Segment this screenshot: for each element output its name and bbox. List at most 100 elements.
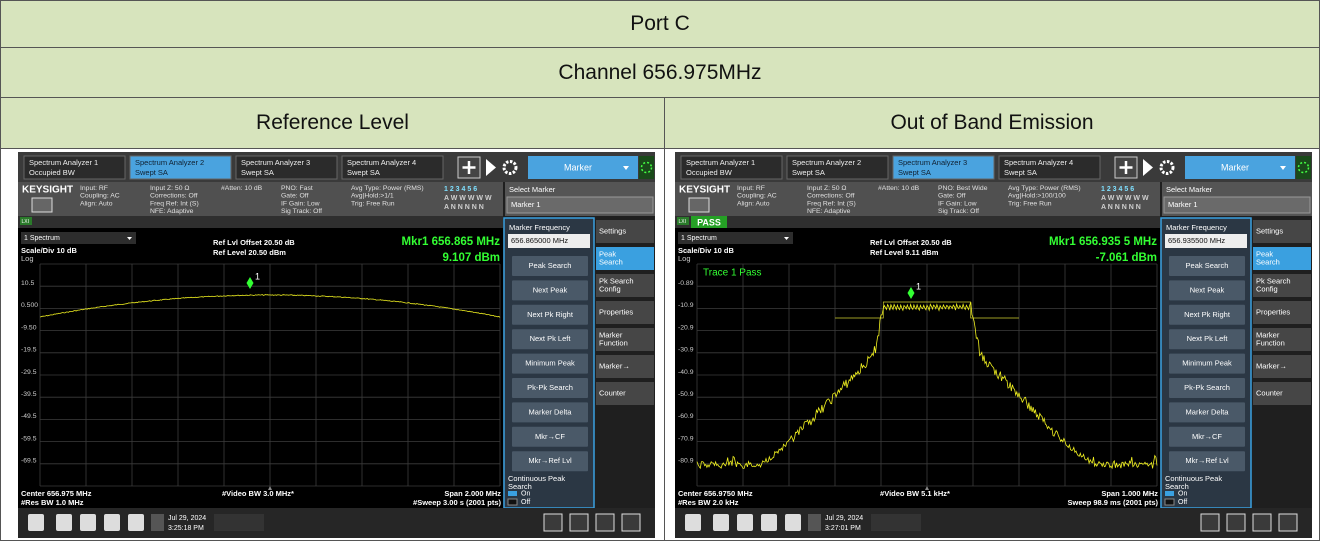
- help-icon: [785, 514, 801, 531]
- softkey-label: Mkr→Ref Lvl: [528, 456, 572, 465]
- panel-title: Marker Frequency: [509, 223, 570, 232]
- taskbar-date: Jul 29, 2024: [825, 515, 863, 522]
- toggle-off: [508, 499, 517, 505]
- footer-center: Center 656.9750 MHz: [678, 489, 753, 498]
- status-text: PNO: Best Wide: [938, 185, 988, 192]
- taskbar-icon: [737, 514, 753, 531]
- y-axis-label: -70.9: [678, 435, 694, 442]
- status-text: Input Z: 50 Ω: [807, 185, 846, 192]
- tab-mode: Swept SA: [898, 168, 931, 177]
- status-text: Gate: Off: [281, 193, 309, 200]
- tab-mode: Swept SA: [241, 168, 274, 177]
- trace-indicator: 1 2 3 4 5 6: [1101, 186, 1134, 193]
- tab-name: Spectrum Analyzer 3: [241, 158, 310, 167]
- side-tab-label: Function: [1256, 338, 1285, 347]
- clock-icon: [808, 514, 821, 531]
- status-text: Freq Ref: Int (S): [807, 200, 856, 207]
- window-label: 1 Spectrum: [24, 235, 60, 242]
- softkey-label: Peak Search: [529, 261, 572, 270]
- y-axis-label: -40.9: [678, 369, 694, 376]
- menu-label: Marker: [564, 162, 592, 172]
- status-text: Corrections: Off: [807, 193, 855, 200]
- screenshots: Spectrum Analyzer 1Occupied BWSpectrum A…: [0, 0, 1320, 541]
- y-axis-label: -49.5: [21, 413, 37, 420]
- side-tab-label: Search: [599, 257, 623, 266]
- panel-value: 656.865000 MHz: [511, 236, 568, 245]
- footer-center: Center 656.975 MHz: [21, 489, 92, 498]
- status-text: IF Gain: Low: [281, 200, 320, 207]
- status-icon: [1296, 156, 1311, 179]
- status-text: Avg|Hold:>1/1: [351, 193, 394, 200]
- status-text: Trig: Free Run: [351, 200, 395, 207]
- status-text: Freq Ref: Int (S): [150, 200, 199, 207]
- side-tab-label: Properties: [599, 307, 633, 316]
- ref-offset: Ref Lvl Offset 20.50 dB: [870, 238, 952, 247]
- status-text: #Atten: 10 dB: [878, 185, 920, 192]
- footer-vbw: #Video BW 3.0 MHz*: [222, 489, 294, 498]
- log-label: Log: [678, 254, 691, 263]
- status-text: NFE: Adaptive: [150, 208, 194, 215]
- softkey-label: Peak Search: [1186, 261, 1229, 270]
- tab-mode: Swept SA: [347, 168, 380, 177]
- side-tab-label: Config: [1256, 284, 1278, 293]
- tab-mode: Swept SA: [135, 168, 168, 177]
- y-axis-label: -10.9: [678, 302, 694, 309]
- footer-sweep: Sweep 98.9 ms (2001 pts): [1068, 498, 1159, 507]
- keyboard-field: [871, 514, 921, 531]
- local-icon: [689, 198, 709, 212]
- status-text: Sig Track: Off: [938, 208, 979, 215]
- y-axis-label: -50.9: [678, 391, 694, 398]
- marker-select-value: Marker 1: [511, 200, 541, 209]
- toggle-off-label: Off: [1178, 499, 1187, 506]
- taskbar-icon: [713, 514, 729, 531]
- softkey-label: Next Pk Left: [530, 334, 572, 343]
- softkey-label: Next Pk Right: [1184, 310, 1231, 319]
- tray-icon: [1253, 514, 1271, 531]
- toggle-on-label: On: [1178, 490, 1187, 497]
- footer-rbw: #Res BW 2.0 kHz: [678, 498, 739, 507]
- trace-indicator: A N N N N N: [1101, 204, 1141, 211]
- taskbar-icon: [104, 514, 120, 531]
- graph-area: [18, 228, 503, 508]
- tray-icon: [570, 514, 588, 531]
- softkey-label: Next Peak: [1190, 285, 1225, 294]
- footer-span: Span 1.000 MHz: [1101, 489, 1158, 498]
- status-text: Trig: Free Run: [1008, 200, 1052, 207]
- side-tab-label: Config: [599, 284, 621, 293]
- side-tab-label: Counter: [1256, 388, 1283, 397]
- status-text: Coupling: AC: [737, 193, 777, 200]
- status-icon: [639, 156, 654, 179]
- trace-indicator: A N N N N N: [444, 204, 484, 211]
- y-axis-label: -69.5: [21, 458, 37, 465]
- ref-level: Ref Level 9.11 dBm: [870, 248, 939, 257]
- taskbar-icon: [56, 514, 72, 531]
- marker-readout: Mkr1 656.865 MHz: [402, 236, 501, 248]
- help-icon: [128, 514, 144, 531]
- footer-vbw: #Video BW 5.1 kHz*: [880, 489, 950, 498]
- tab-mode: Swept SA: [1004, 168, 1037, 177]
- status-text: Sig Track: Off: [281, 208, 322, 215]
- status-text: IF Gain: Low: [938, 200, 977, 207]
- softkey-label: Minimum Peak: [525, 359, 575, 368]
- footer-rbw: #Res BW 1.0 MHz: [21, 498, 84, 507]
- side-tab-label: Properties: [1256, 307, 1290, 316]
- status-text: Input Z: 50 Ω: [150, 185, 189, 192]
- trace-indicator: 1 2 3 4 5 6: [444, 186, 477, 193]
- softkey-label: Marker Delta: [529, 407, 573, 416]
- side-tab-label: Function: [599, 338, 628, 347]
- softkey-label: Pk-Pk Search: [527, 383, 573, 392]
- side-tab-label: Settings: [599, 226, 626, 235]
- taskbar-icon: [28, 514, 44, 531]
- status-text: Align: Auto: [737, 200, 770, 207]
- y-axis-label: 0.500: [21, 302, 38, 309]
- taskbar-time: 3:27:01 PM: [825, 525, 861, 532]
- y-axis-label: -59.5: [21, 435, 37, 442]
- ref-level: Ref Level 20.50 dBm: [213, 248, 286, 257]
- toggle-off: [1165, 499, 1174, 505]
- tray-icon: [622, 514, 640, 531]
- toggle-off-label: Off: [521, 499, 530, 506]
- status-text: Corrections: Off: [150, 193, 198, 200]
- y-axis-label: -30.9: [678, 347, 694, 354]
- y-axis-label: 10.5: [21, 280, 34, 287]
